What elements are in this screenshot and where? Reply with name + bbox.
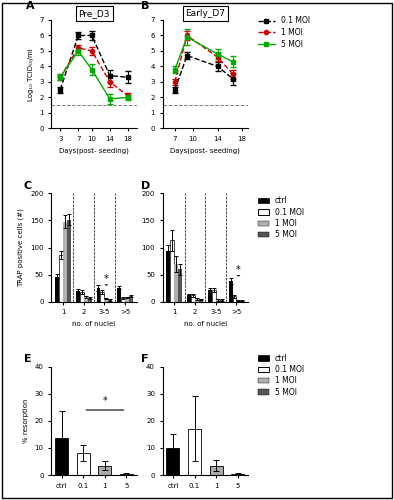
- Y-axis label: TRAP positive cells (#): TRAP positive cells (#): [18, 208, 24, 287]
- Bar: [199, 300, 203, 302]
- Bar: [84, 298, 87, 302]
- Bar: [80, 292, 84, 302]
- X-axis label: no. of nuclei: no. of nuclei: [72, 321, 116, 327]
- Title: Pre_D3: Pre_D3: [78, 9, 110, 18]
- Bar: [212, 290, 216, 302]
- Bar: [240, 300, 244, 302]
- Text: B: B: [141, 1, 150, 11]
- X-axis label: no. of nuclei: no. of nuclei: [184, 321, 227, 327]
- Bar: [98, 466, 112, 475]
- Bar: [76, 291, 80, 302]
- Text: F: F: [141, 354, 149, 364]
- Bar: [100, 292, 104, 302]
- Bar: [231, 474, 244, 475]
- X-axis label: Days(post- seeding): Days(post- seeding): [59, 148, 129, 154]
- Y-axis label: % resorption: % resorption: [23, 398, 29, 443]
- Bar: [216, 300, 220, 302]
- Bar: [210, 466, 223, 475]
- Bar: [208, 290, 212, 302]
- Bar: [121, 298, 125, 302]
- Text: *: *: [104, 274, 109, 284]
- Bar: [229, 281, 232, 301]
- Text: *: *: [102, 396, 107, 406]
- Bar: [120, 474, 133, 475]
- Bar: [77, 454, 90, 475]
- Text: C: C: [24, 181, 32, 191]
- Bar: [125, 298, 129, 302]
- Text: *: *: [236, 264, 241, 274]
- Bar: [67, 220, 71, 302]
- Text: E: E: [24, 354, 32, 364]
- Legend: ctrl, 0.1 MOI, 1 MOI, 5 MOI: ctrl, 0.1 MOI, 1 MOI, 5 MOI: [258, 196, 304, 239]
- Bar: [63, 222, 67, 302]
- Bar: [174, 264, 178, 302]
- Legend: ctrl, 0.1 MOI, 1 MOI, 5 MOI: ctrl, 0.1 MOI, 1 MOI, 5 MOI: [258, 354, 304, 397]
- Bar: [166, 448, 179, 475]
- Text: A: A: [26, 1, 34, 11]
- Bar: [220, 300, 224, 302]
- Text: D: D: [141, 181, 151, 191]
- Bar: [236, 300, 240, 302]
- Bar: [55, 438, 68, 475]
- Title: Early_D7: Early_D7: [186, 9, 225, 18]
- Bar: [178, 269, 182, 302]
- Bar: [55, 276, 59, 301]
- Bar: [195, 299, 199, 302]
- Bar: [166, 252, 170, 302]
- Bar: [188, 429, 201, 475]
- Bar: [117, 288, 121, 302]
- Bar: [170, 240, 174, 302]
- Bar: [104, 299, 108, 302]
- Bar: [97, 288, 100, 302]
- Bar: [87, 298, 91, 302]
- Bar: [129, 296, 133, 302]
- Bar: [187, 295, 191, 302]
- X-axis label: Days(post- seeding): Days(post- seeding): [171, 148, 240, 154]
- Legend: 0.1 MOI, 1 MOI, 5 MOI: 0.1 MOI, 1 MOI, 5 MOI: [258, 16, 310, 48]
- Y-axis label: Log₁₀ TCID₅₀/ml: Log₁₀ TCID₅₀/ml: [28, 48, 33, 100]
- Bar: [59, 255, 63, 302]
- Bar: [191, 295, 195, 302]
- Bar: [108, 300, 112, 302]
- Bar: [232, 296, 236, 302]
